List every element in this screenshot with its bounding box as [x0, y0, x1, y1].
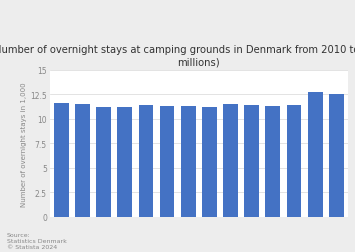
Bar	[329, 94, 344, 217]
Bar	[266, 107, 280, 217]
Bar	[75, 104, 90, 217]
Bar	[181, 106, 196, 217]
Bar	[160, 106, 174, 217]
Bar	[202, 108, 217, 217]
Title: Number of overnight stays at camping grounds in Denmark from 2010 to 2023 (in
mi: Number of overnight stays at camping gro…	[0, 45, 355, 67]
Y-axis label: Number of overnight stays in 1,000: Number of overnight stays in 1,000	[21, 82, 27, 206]
Bar	[118, 107, 132, 217]
Bar	[308, 93, 323, 217]
Bar	[286, 106, 301, 217]
Bar	[223, 105, 238, 217]
Text: Source:
Statistics Denmark
© Statista 2024: Source: Statistics Denmark © Statista 20…	[7, 232, 67, 249]
Bar	[96, 108, 111, 217]
Bar	[138, 105, 153, 217]
Bar	[244, 106, 259, 217]
Bar	[54, 104, 69, 217]
